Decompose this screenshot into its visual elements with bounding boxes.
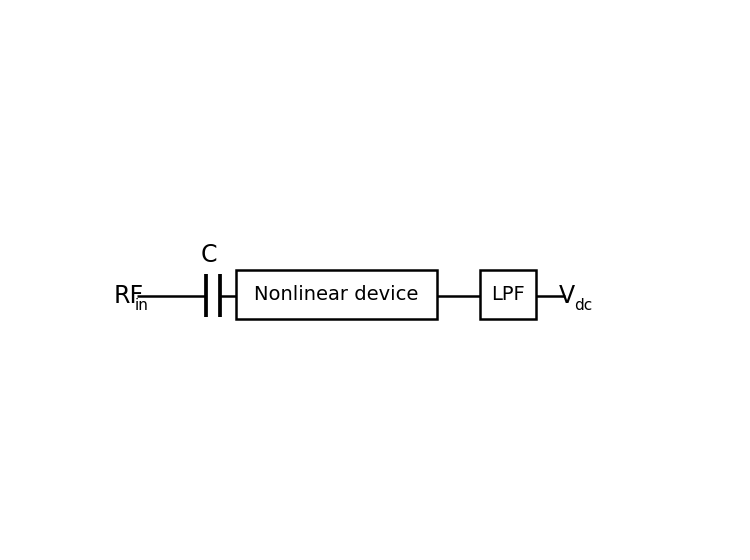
Text: LPF: LPF [491, 285, 525, 304]
Text: in: in [135, 298, 149, 312]
Bar [236, 270, 436, 319]
Text: RF: RF [114, 284, 144, 308]
Text: V: V [559, 284, 574, 308]
Bar [480, 270, 536, 319]
Text: dc: dc [574, 298, 592, 312]
Text: Nonlinear device: Nonlinear device [254, 285, 419, 304]
Text: C: C [200, 243, 217, 267]
